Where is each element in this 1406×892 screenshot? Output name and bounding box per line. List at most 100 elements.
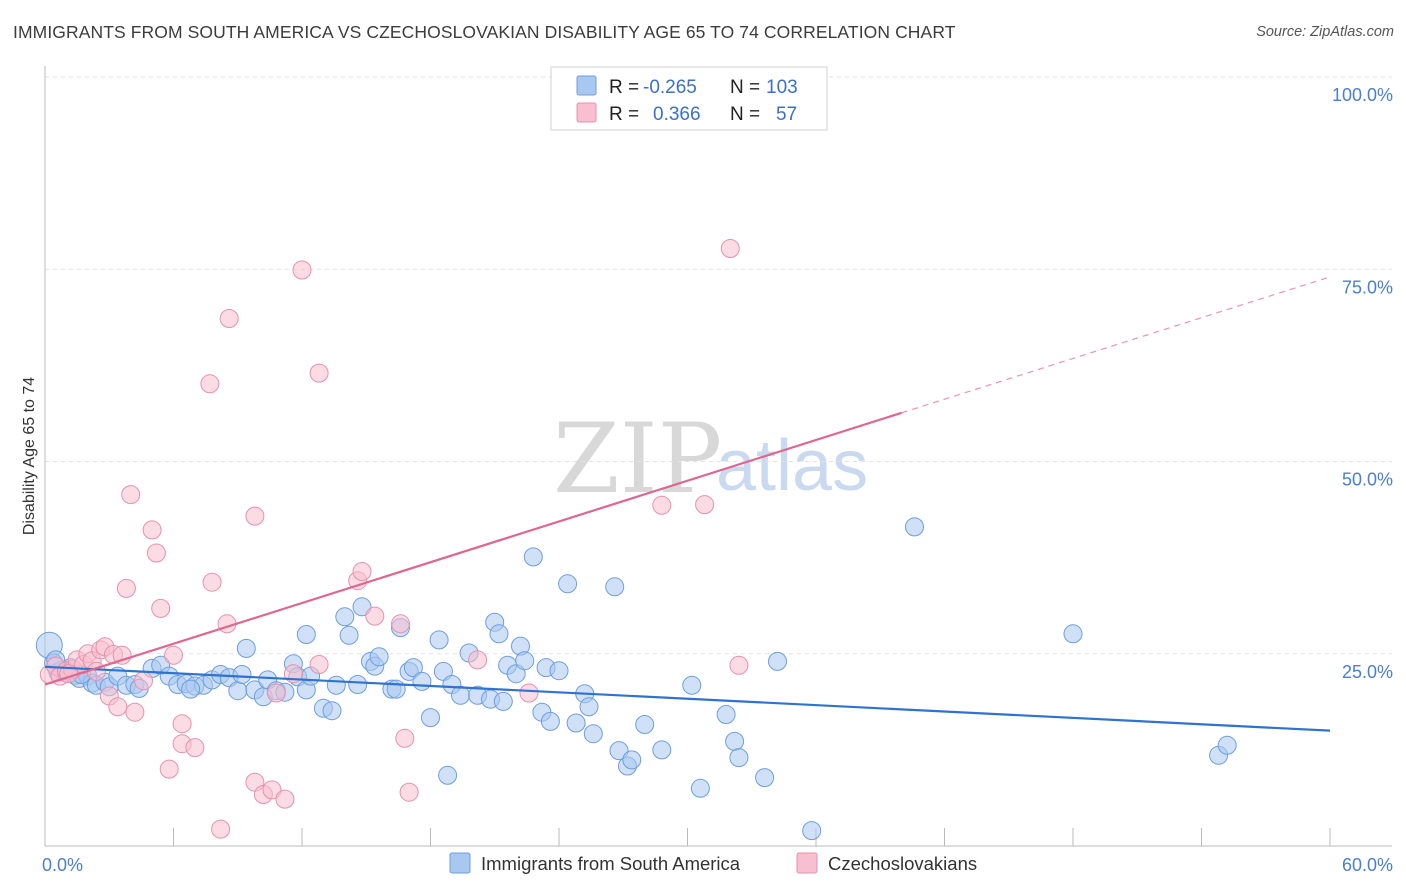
watermark-atlas: atlas bbox=[716, 426, 868, 506]
legend-box bbox=[550, 66, 828, 131]
data-point bbox=[348, 675, 368, 694]
data-point bbox=[399, 782, 419, 802]
legend-r-label-1: R = bbox=[609, 77, 639, 98]
data-point bbox=[352, 597, 372, 617]
data-point bbox=[489, 624, 509, 644]
y-tick-label: 25.0% bbox=[1342, 662, 1393, 682]
data-point bbox=[391, 614, 410, 634]
data-point bbox=[583, 724, 603, 744]
series-legend-swatch-czechoslovakians bbox=[796, 852, 818, 874]
data-point bbox=[185, 738, 205, 758]
legend-r-value-1: -0.265 bbox=[643, 77, 697, 98]
data-point bbox=[292, 260, 312, 280]
series-south-america bbox=[35, 517, 1237, 841]
series-legend-swatch-south-america bbox=[449, 852, 471, 874]
data-point bbox=[802, 821, 822, 841]
data-point bbox=[421, 708, 440, 728]
data-point bbox=[146, 543, 166, 563]
data-point bbox=[1217, 735, 1237, 755]
data-point bbox=[352, 562, 372, 581]
legend-r-label-2: R = bbox=[609, 104, 639, 125]
data-point bbox=[236, 638, 256, 658]
data-point bbox=[116, 578, 136, 598]
data-points bbox=[35, 67, 1237, 841]
data-point bbox=[905, 517, 924, 537]
data-point bbox=[108, 697, 128, 717]
data-point bbox=[142, 520, 162, 540]
axes bbox=[44, 66, 1392, 847]
legend-swatch-czechoslovakians bbox=[576, 102, 597, 123]
data-point bbox=[219, 309, 239, 328]
data-point bbox=[412, 671, 432, 691]
data-point bbox=[682, 675, 702, 695]
data-point bbox=[652, 495, 672, 515]
data-point bbox=[729, 748, 749, 768]
data-point bbox=[768, 651, 787, 671]
series-legend: Immigrants from South America Czechoslov… bbox=[449, 852, 977, 874]
trend-lines bbox=[44, 276, 1331, 732]
series-legend-label-czechoslovakians: Czechoslovakians bbox=[828, 853, 977, 874]
data-point bbox=[690, 778, 710, 798]
data-point bbox=[211, 819, 231, 839]
data-point bbox=[202, 572, 222, 592]
legend-r-value-2: 0.366 bbox=[653, 104, 701, 125]
data-point bbox=[322, 701, 342, 721]
trend-line-czechoslovakians-extension bbox=[901, 276, 1331, 414]
legend-n-label-2: N = bbox=[730, 104, 760, 125]
data-point bbox=[515, 651, 535, 671]
data-point bbox=[181, 679, 201, 699]
data-point bbox=[172, 714, 192, 734]
data-point bbox=[121, 485, 141, 505]
data-point bbox=[309, 363, 329, 383]
data-point bbox=[125, 702, 145, 722]
trend-line-south-america bbox=[44, 665, 1331, 732]
y-tick-label: 100.0% bbox=[1332, 85, 1393, 105]
data-point bbox=[403, 658, 423, 678]
data-point bbox=[558, 574, 578, 594]
data-point bbox=[266, 683, 286, 703]
data-point bbox=[245, 506, 265, 526]
y-tick-label: 50.0% bbox=[1342, 470, 1393, 490]
legend-n-value-1: 103 bbox=[766, 77, 798, 98]
data-point bbox=[725, 731, 745, 751]
data-point bbox=[296, 625, 316, 644]
source-credit: Source: ZipAtlas.com bbox=[1256, 24, 1394, 40]
x-tick-label: 0.0% bbox=[42, 855, 83, 875]
data-point bbox=[386, 679, 406, 699]
data-point bbox=[1063, 624, 1083, 644]
data-point bbox=[429, 630, 449, 650]
data-point bbox=[579, 697, 599, 717]
data-point bbox=[395, 728, 415, 748]
series-legend-label-south-america: Immigrants from South America bbox=[481, 853, 741, 874]
legend-n-label-1: N = bbox=[730, 77, 760, 98]
data-point bbox=[159, 759, 179, 779]
correlation-legend: R = -0.265 N = 103 R = 0.366 N = 57 bbox=[550, 66, 828, 131]
data-point bbox=[716, 705, 736, 724]
data-point bbox=[339, 625, 359, 645]
data-point bbox=[605, 577, 625, 597]
data-point bbox=[566, 713, 586, 733]
data-point bbox=[438, 765, 458, 785]
data-point bbox=[755, 768, 775, 788]
data-point bbox=[635, 715, 655, 734]
data-point bbox=[365, 606, 385, 626]
legend-n-value-2: 57 bbox=[776, 104, 797, 125]
data-point bbox=[232, 665, 252, 684]
data-point bbox=[164, 645, 183, 665]
data-point bbox=[369, 647, 389, 667]
data-point bbox=[262, 780, 282, 800]
x-tick-label: 60.0% bbox=[1342, 855, 1393, 875]
data-point bbox=[622, 750, 642, 770]
data-point bbox=[451, 685, 470, 705]
legend-swatch-south-america bbox=[576, 75, 597, 96]
tick-labels: 25.0% 50.0% 75.0% 100.0% 0.0% 60.0% bbox=[42, 85, 1393, 875]
data-point bbox=[151, 598, 171, 618]
data-point bbox=[326, 675, 346, 695]
data-point bbox=[468, 650, 488, 670]
data-point bbox=[200, 374, 220, 394]
data-point bbox=[695, 495, 715, 515]
data-point bbox=[549, 661, 569, 681]
y-axis-label: Disability Age 65 to 74 bbox=[21, 377, 38, 535]
data-point bbox=[523, 547, 543, 567]
data-point bbox=[335, 607, 355, 627]
